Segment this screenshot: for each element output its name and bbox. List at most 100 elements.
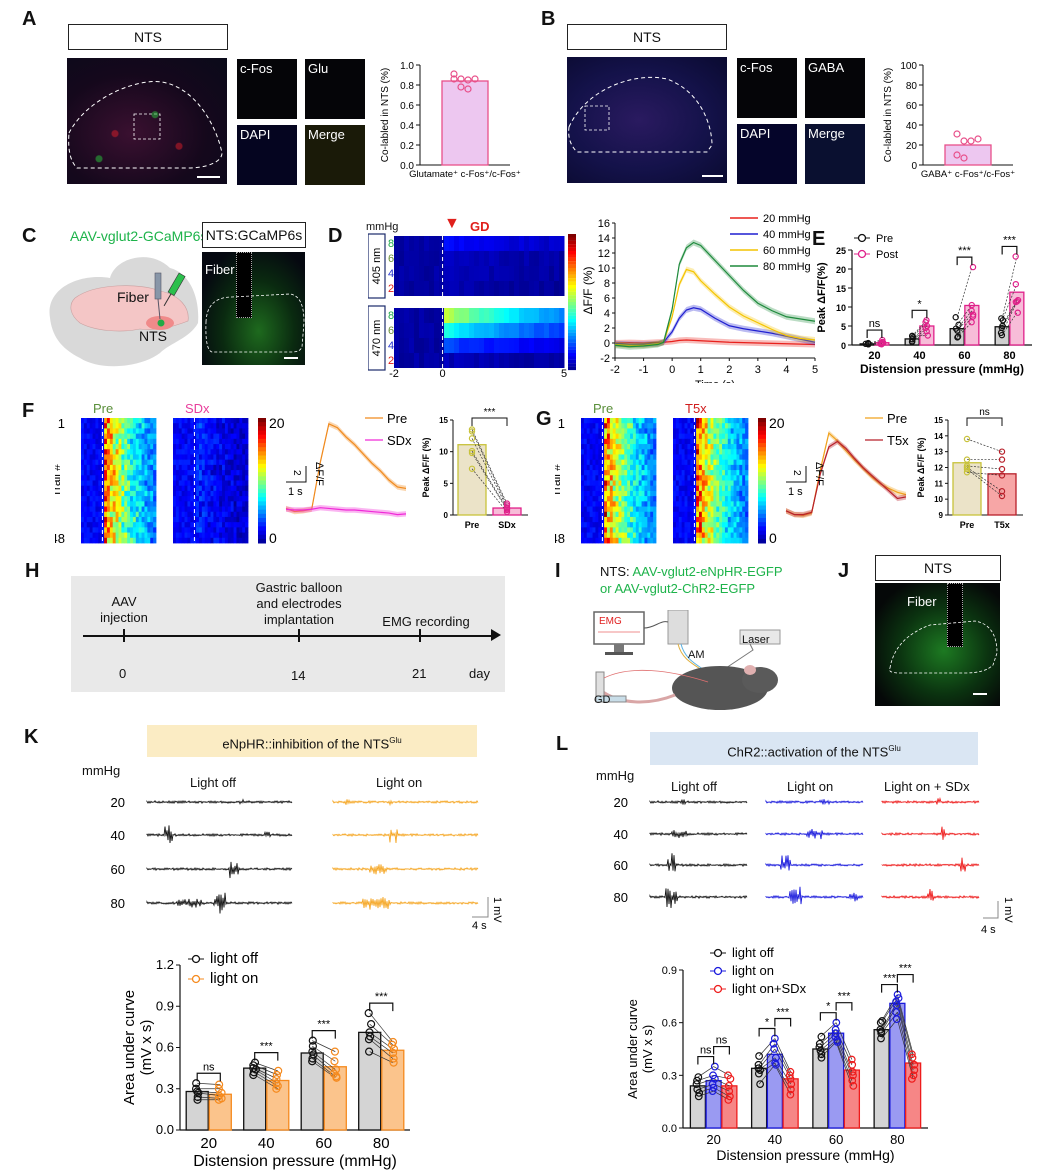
heat-cell	[234, 512, 237, 518]
heat-cell	[216, 454, 219, 460]
heat-cell	[176, 449, 179, 455]
heat-cell	[130, 454, 133, 460]
heat-cell	[581, 470, 584, 476]
heat-cell	[593, 491, 596, 497]
heat-cell	[90, 434, 93, 440]
heat-cell	[142, 533, 145, 539]
heat-cell	[722, 486, 725, 492]
heat-cell	[182, 522, 185, 528]
heat-cell	[81, 428, 84, 434]
y-tick-label: 80	[906, 81, 918, 92]
heat-cell	[650, 496, 653, 502]
heat-cell	[139, 444, 142, 450]
heat-cell	[687, 460, 690, 466]
heat-cell	[647, 454, 650, 460]
heat-cell	[104, 434, 107, 440]
heat-cell	[459, 281, 465, 296]
pair-line	[197, 1083, 220, 1084]
heat-cell	[119, 522, 122, 528]
heat-cell	[699, 481, 702, 487]
pressure-row-label-80: 80	[614, 890, 628, 905]
heat-cell	[219, 491, 222, 497]
heat-cell	[690, 501, 693, 507]
heat-cell	[98, 444, 101, 450]
heat-cell	[113, 434, 116, 440]
heat-cell	[208, 512, 211, 518]
heat-cell	[236, 444, 239, 450]
heat-cell	[87, 449, 90, 455]
heat-cell	[127, 454, 130, 460]
heat-cell	[81, 470, 84, 476]
heat-cell	[176, 470, 179, 476]
significance-label: ***	[375, 991, 389, 1003]
heat-cell	[121, 527, 124, 533]
heat-cell	[196, 512, 199, 518]
heat-cell	[225, 517, 228, 523]
heat-cell	[676, 428, 679, 434]
heat-cell	[690, 475, 693, 481]
heat-cell	[742, 538, 745, 544]
heat-cell	[81, 434, 84, 440]
heat-cell	[409, 338, 415, 353]
y-tick-label: 14	[598, 233, 610, 245]
heat-cell	[524, 338, 530, 353]
heat-cell	[587, 538, 590, 544]
panel-d-label: D	[328, 225, 342, 248]
heat-cell	[444, 251, 450, 266]
heat-cell	[745, 444, 748, 450]
heat-cell	[687, 475, 690, 481]
heat-cell	[719, 475, 722, 481]
heat-cell	[745, 460, 748, 466]
heat-cell	[742, 454, 745, 460]
heat-cell	[719, 486, 722, 492]
heat-cell	[139, 465, 142, 471]
heat-cell	[539, 338, 545, 353]
heat-cell	[650, 434, 653, 440]
heat-cell	[245, 512, 248, 518]
heat-cell	[98, 465, 101, 471]
colorbar-cell	[758, 468, 766, 473]
heat-cell	[644, 470, 647, 476]
y-tick-label: 0	[444, 511, 449, 520]
heat-cell	[639, 418, 642, 424]
legend-marker	[193, 976, 200, 983]
heat-cell	[414, 281, 420, 296]
heat-cell	[613, 418, 616, 424]
heat-cell	[234, 533, 237, 539]
heat-cell	[595, 512, 598, 518]
heat-cell	[699, 454, 702, 460]
x-tick-label: 60	[315, 1135, 332, 1152]
heat-cell	[90, 486, 93, 492]
heat-cell	[650, 454, 653, 460]
heat-cell	[616, 449, 619, 455]
heat-cell	[222, 533, 225, 539]
heat-cell	[127, 418, 130, 424]
heat-cell	[216, 501, 219, 507]
heat-cell	[190, 517, 193, 523]
heat-cell	[133, 434, 136, 440]
heat-cell	[107, 527, 110, 533]
heat-cell	[173, 460, 176, 466]
heat-cell	[133, 423, 136, 429]
heat-cell	[705, 434, 708, 440]
colorbar-cell	[568, 302, 576, 306]
x-tick-label: SDx	[498, 520, 516, 530]
heat-cell	[736, 439, 739, 445]
heat-cell	[208, 496, 211, 502]
heat-cell	[434, 281, 440, 296]
heat-cell	[702, 439, 705, 445]
heat-cell	[584, 460, 587, 466]
heat-cell	[627, 522, 630, 528]
heat-cell	[509, 236, 515, 251]
heat-cell	[584, 423, 587, 429]
heat-cell	[190, 533, 193, 539]
heat-cell	[228, 418, 231, 424]
heat-cell	[624, 428, 627, 434]
heat-cell	[593, 449, 596, 455]
heat-cell	[113, 522, 116, 528]
heat-cell	[722, 460, 725, 466]
heat-cell	[590, 423, 593, 429]
heat-cell	[187, 470, 190, 476]
wavelength-label: 470 nm	[371, 320, 383, 357]
heat-cell	[133, 533, 136, 539]
